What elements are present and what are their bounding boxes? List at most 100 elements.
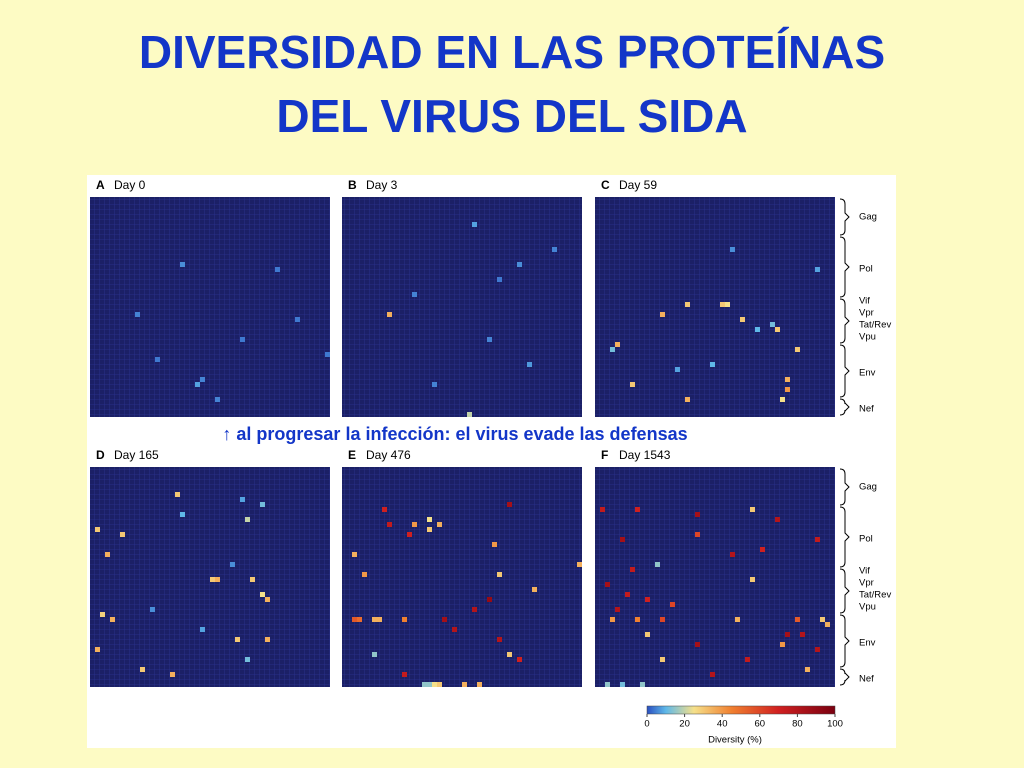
heatmap-cell	[402, 672, 407, 677]
heatmap-cell	[175, 492, 180, 497]
heatmap-cell	[645, 632, 650, 637]
heatmap-cell	[437, 522, 442, 527]
heatmap-cell	[795, 347, 800, 352]
heatmap-cell	[412, 522, 417, 527]
heatmap-cell	[215, 577, 220, 582]
heatmap-cell	[295, 317, 300, 322]
gene-label: Env	[859, 368, 876, 379]
heatmap	[342, 467, 582, 687]
heatmap-cell	[245, 517, 250, 522]
heatmap-cell	[780, 397, 785, 402]
heatmap-cell	[785, 377, 790, 382]
gene-bracket	[839, 668, 850, 686]
heatmap-cell	[785, 387, 790, 392]
heatmap-cell	[437, 682, 442, 687]
heatmap-cell	[260, 502, 265, 507]
heatmap-cell	[477, 682, 482, 687]
heatmap-cell	[620, 682, 625, 687]
gene-bracket	[839, 506, 850, 568]
heatmap-cell	[645, 597, 650, 602]
gene-bracket	[839, 236, 850, 298]
slide-title: DIVERSIDAD EN LAS PROTEÍNAS DEL VIRUS DE…	[0, 20, 1024, 148]
gene-bracket	[839, 198, 850, 236]
gene-label: Pol	[859, 534, 873, 545]
heatmap	[595, 197, 835, 417]
gene-label: Gag	[859, 482, 877, 493]
gene-label: Tat/Rev	[859, 320, 891, 331]
gene-bracket	[839, 398, 850, 416]
panel-letter: B	[348, 178, 357, 192]
heatmap-cell	[200, 377, 205, 382]
panel-letter: E	[348, 448, 356, 462]
heatmap-cell	[532, 587, 537, 592]
heatmap-cell	[407, 532, 412, 537]
heatmap-cell	[675, 367, 680, 372]
heatmap-cell	[180, 262, 185, 267]
gene-bracket	[839, 298, 850, 344]
colorbar-tick-label: 80	[792, 719, 803, 730]
heatmap-cell	[377, 617, 382, 622]
colorbar-label: Diversity (%)	[708, 735, 762, 746]
heatmap-cell	[785, 632, 790, 637]
heatmap-cell	[265, 637, 270, 642]
heatmap-cell	[695, 642, 700, 647]
heatmap-cell	[770, 322, 775, 327]
heatmap-cell	[260, 592, 265, 597]
heatmap-cell	[685, 302, 690, 307]
heatmap-cell	[710, 362, 715, 367]
heatmap-cell	[432, 382, 437, 387]
heatmap-cell	[150, 607, 155, 612]
heatmap-cell	[200, 627, 205, 632]
gene-bracket	[839, 344, 850, 398]
heatmap-cell	[725, 302, 730, 307]
heatmap-cell	[382, 507, 387, 512]
heatmap-cell	[800, 632, 805, 637]
heatmap-cell	[100, 612, 105, 617]
heatmap-cell	[432, 682, 437, 687]
heatmap-cell	[825, 622, 830, 627]
heatmap-cell	[630, 382, 635, 387]
heatmap-cell	[695, 512, 700, 517]
heatmap-cell	[325, 352, 330, 357]
colorbar-tick-label: 100	[827, 719, 843, 730]
heatmap-cell	[815, 537, 820, 542]
panel-letter: A	[96, 178, 105, 192]
heatmap-cell	[600, 507, 605, 512]
heatmap-cell	[442, 617, 447, 622]
heatmap-cell	[155, 357, 160, 362]
heatmap-cell	[670, 602, 675, 607]
heatmap-cell	[760, 547, 765, 552]
heatmap-cell	[815, 267, 820, 272]
panel-letter: D	[96, 448, 105, 462]
heatmap-cell	[422, 682, 427, 687]
heatmap-cell	[655, 562, 660, 567]
heatmap-cell	[610, 617, 615, 622]
heatmap-cell	[660, 312, 665, 317]
title-line: DEL VIRUS DEL SIDA	[276, 90, 748, 142]
heatmap-cell	[720, 302, 725, 307]
heatmap-cell	[780, 642, 785, 647]
heatmap-cell	[552, 247, 557, 252]
heatmap-cell	[615, 607, 620, 612]
heatmap-cell	[660, 617, 665, 622]
gene-label: Vif	[859, 566, 870, 577]
heatmap-cell	[795, 617, 800, 622]
heatmap-cell	[635, 507, 640, 512]
heatmap-cell	[135, 312, 140, 317]
heatmap-cell	[372, 652, 377, 657]
heatmap-cell	[497, 572, 502, 577]
heatmap-cell	[427, 527, 432, 532]
heatmap-cell	[605, 682, 610, 687]
gene-label: Vpu	[859, 602, 876, 613]
heatmap-cell	[362, 572, 367, 577]
panel-letter: C	[601, 178, 610, 192]
heatmap-cell	[577, 562, 582, 567]
colorbar-tick-label: 0	[644, 719, 649, 730]
heatmap-cell	[487, 597, 492, 602]
colorbar-tick-label: 40	[717, 719, 728, 730]
heatmap-cell	[412, 292, 417, 297]
heatmap-cell	[635, 617, 640, 622]
heatmap-cell	[630, 567, 635, 572]
heatmap	[342, 197, 582, 417]
